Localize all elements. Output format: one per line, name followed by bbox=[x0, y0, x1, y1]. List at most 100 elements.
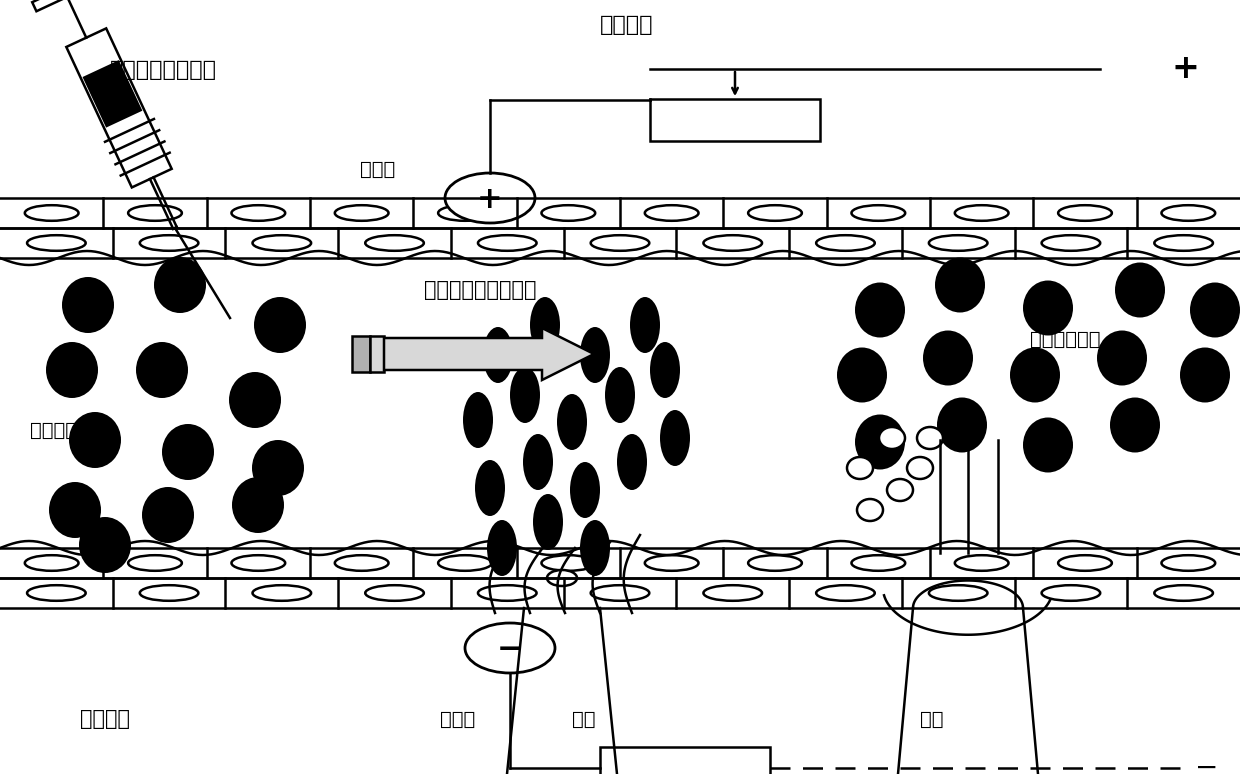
Ellipse shape bbox=[477, 585, 537, 601]
Ellipse shape bbox=[232, 205, 285, 221]
Ellipse shape bbox=[445, 173, 534, 223]
Ellipse shape bbox=[140, 585, 198, 601]
Ellipse shape bbox=[856, 283, 905, 337]
Ellipse shape bbox=[852, 205, 905, 221]
Ellipse shape bbox=[645, 555, 698, 570]
Ellipse shape bbox=[25, 555, 78, 570]
Ellipse shape bbox=[879, 427, 905, 449]
Text: +: + bbox=[477, 186, 502, 214]
Ellipse shape bbox=[154, 257, 206, 313]
Ellipse shape bbox=[484, 327, 513, 383]
Ellipse shape bbox=[1042, 235, 1100, 251]
Ellipse shape bbox=[660, 410, 689, 466]
Text: +: + bbox=[1171, 53, 1199, 85]
Ellipse shape bbox=[232, 555, 285, 570]
Ellipse shape bbox=[906, 457, 932, 479]
Ellipse shape bbox=[27, 235, 86, 251]
Ellipse shape bbox=[605, 367, 635, 423]
Ellipse shape bbox=[542, 555, 595, 570]
Ellipse shape bbox=[128, 205, 182, 221]
Ellipse shape bbox=[1058, 205, 1112, 221]
Text: 电场作用下药物释放: 电场作用下药物释放 bbox=[424, 280, 536, 300]
Ellipse shape bbox=[1023, 280, 1073, 335]
Ellipse shape bbox=[487, 520, 517, 576]
Ellipse shape bbox=[816, 585, 874, 601]
Ellipse shape bbox=[140, 235, 198, 251]
Text: −: − bbox=[497, 635, 523, 665]
Ellipse shape bbox=[254, 297, 306, 353]
Ellipse shape bbox=[79, 517, 131, 573]
Ellipse shape bbox=[162, 424, 215, 480]
Ellipse shape bbox=[748, 555, 802, 570]
Ellipse shape bbox=[229, 372, 281, 428]
Ellipse shape bbox=[25, 205, 78, 221]
Ellipse shape bbox=[523, 434, 553, 490]
Ellipse shape bbox=[463, 392, 494, 448]
Ellipse shape bbox=[50, 482, 100, 538]
Ellipse shape bbox=[366, 585, 424, 601]
Ellipse shape bbox=[62, 277, 114, 333]
Ellipse shape bbox=[1180, 348, 1230, 402]
Text: 外加电场: 外加电场 bbox=[600, 15, 653, 35]
Text: 药物进入血液: 药物进入血液 bbox=[1030, 330, 1101, 349]
Ellipse shape bbox=[253, 235, 311, 251]
Ellipse shape bbox=[438, 205, 492, 221]
Text: 载药液晶微粒: 载药液晶微粒 bbox=[30, 420, 100, 440]
Ellipse shape bbox=[929, 585, 987, 601]
Text: 电极片: 电极片 bbox=[440, 710, 475, 728]
Ellipse shape bbox=[1097, 330, 1147, 385]
Ellipse shape bbox=[580, 327, 610, 383]
Ellipse shape bbox=[557, 394, 587, 450]
Ellipse shape bbox=[645, 205, 698, 221]
Ellipse shape bbox=[529, 297, 560, 353]
Ellipse shape bbox=[703, 235, 763, 251]
Ellipse shape bbox=[335, 555, 388, 570]
Ellipse shape bbox=[232, 477, 284, 533]
Ellipse shape bbox=[69, 412, 122, 468]
Ellipse shape bbox=[816, 235, 874, 251]
Ellipse shape bbox=[477, 235, 537, 251]
Bar bbox=[600, 747, 770, 774]
Ellipse shape bbox=[590, 235, 650, 251]
Text: 血管: 血管 bbox=[572, 710, 595, 728]
Ellipse shape bbox=[1042, 585, 1100, 601]
Text: 肌肉组织: 肌肉组织 bbox=[81, 709, 130, 729]
Polygon shape bbox=[83, 60, 143, 128]
Ellipse shape bbox=[650, 342, 680, 398]
Ellipse shape bbox=[27, 585, 86, 601]
Text: 载药液晶微粒注射: 载药液晶微粒注射 bbox=[110, 60, 217, 80]
Ellipse shape bbox=[929, 235, 987, 251]
Ellipse shape bbox=[1011, 348, 1060, 402]
Ellipse shape bbox=[1023, 417, 1073, 472]
Ellipse shape bbox=[630, 297, 660, 353]
Ellipse shape bbox=[955, 205, 1008, 221]
Ellipse shape bbox=[136, 342, 188, 398]
Ellipse shape bbox=[935, 258, 985, 313]
Ellipse shape bbox=[1162, 205, 1215, 221]
Ellipse shape bbox=[128, 555, 182, 570]
Ellipse shape bbox=[923, 330, 973, 385]
Ellipse shape bbox=[618, 434, 647, 490]
Ellipse shape bbox=[857, 499, 883, 521]
Ellipse shape bbox=[533, 494, 563, 550]
Ellipse shape bbox=[918, 427, 942, 449]
Ellipse shape bbox=[542, 205, 595, 221]
Ellipse shape bbox=[438, 555, 492, 570]
Ellipse shape bbox=[1115, 262, 1166, 317]
Ellipse shape bbox=[335, 205, 388, 221]
Ellipse shape bbox=[1190, 283, 1240, 337]
Ellipse shape bbox=[703, 585, 763, 601]
Ellipse shape bbox=[253, 585, 311, 601]
Ellipse shape bbox=[748, 205, 802, 221]
Ellipse shape bbox=[1154, 235, 1213, 251]
Bar bbox=[370, 336, 384, 372]
Ellipse shape bbox=[143, 487, 193, 543]
Ellipse shape bbox=[46, 342, 98, 398]
Ellipse shape bbox=[1154, 585, 1213, 601]
Text: 血管: 血管 bbox=[920, 710, 944, 728]
Ellipse shape bbox=[465, 623, 556, 673]
Ellipse shape bbox=[1110, 398, 1159, 453]
Ellipse shape bbox=[510, 367, 539, 423]
Ellipse shape bbox=[1162, 555, 1215, 570]
Ellipse shape bbox=[852, 555, 905, 570]
